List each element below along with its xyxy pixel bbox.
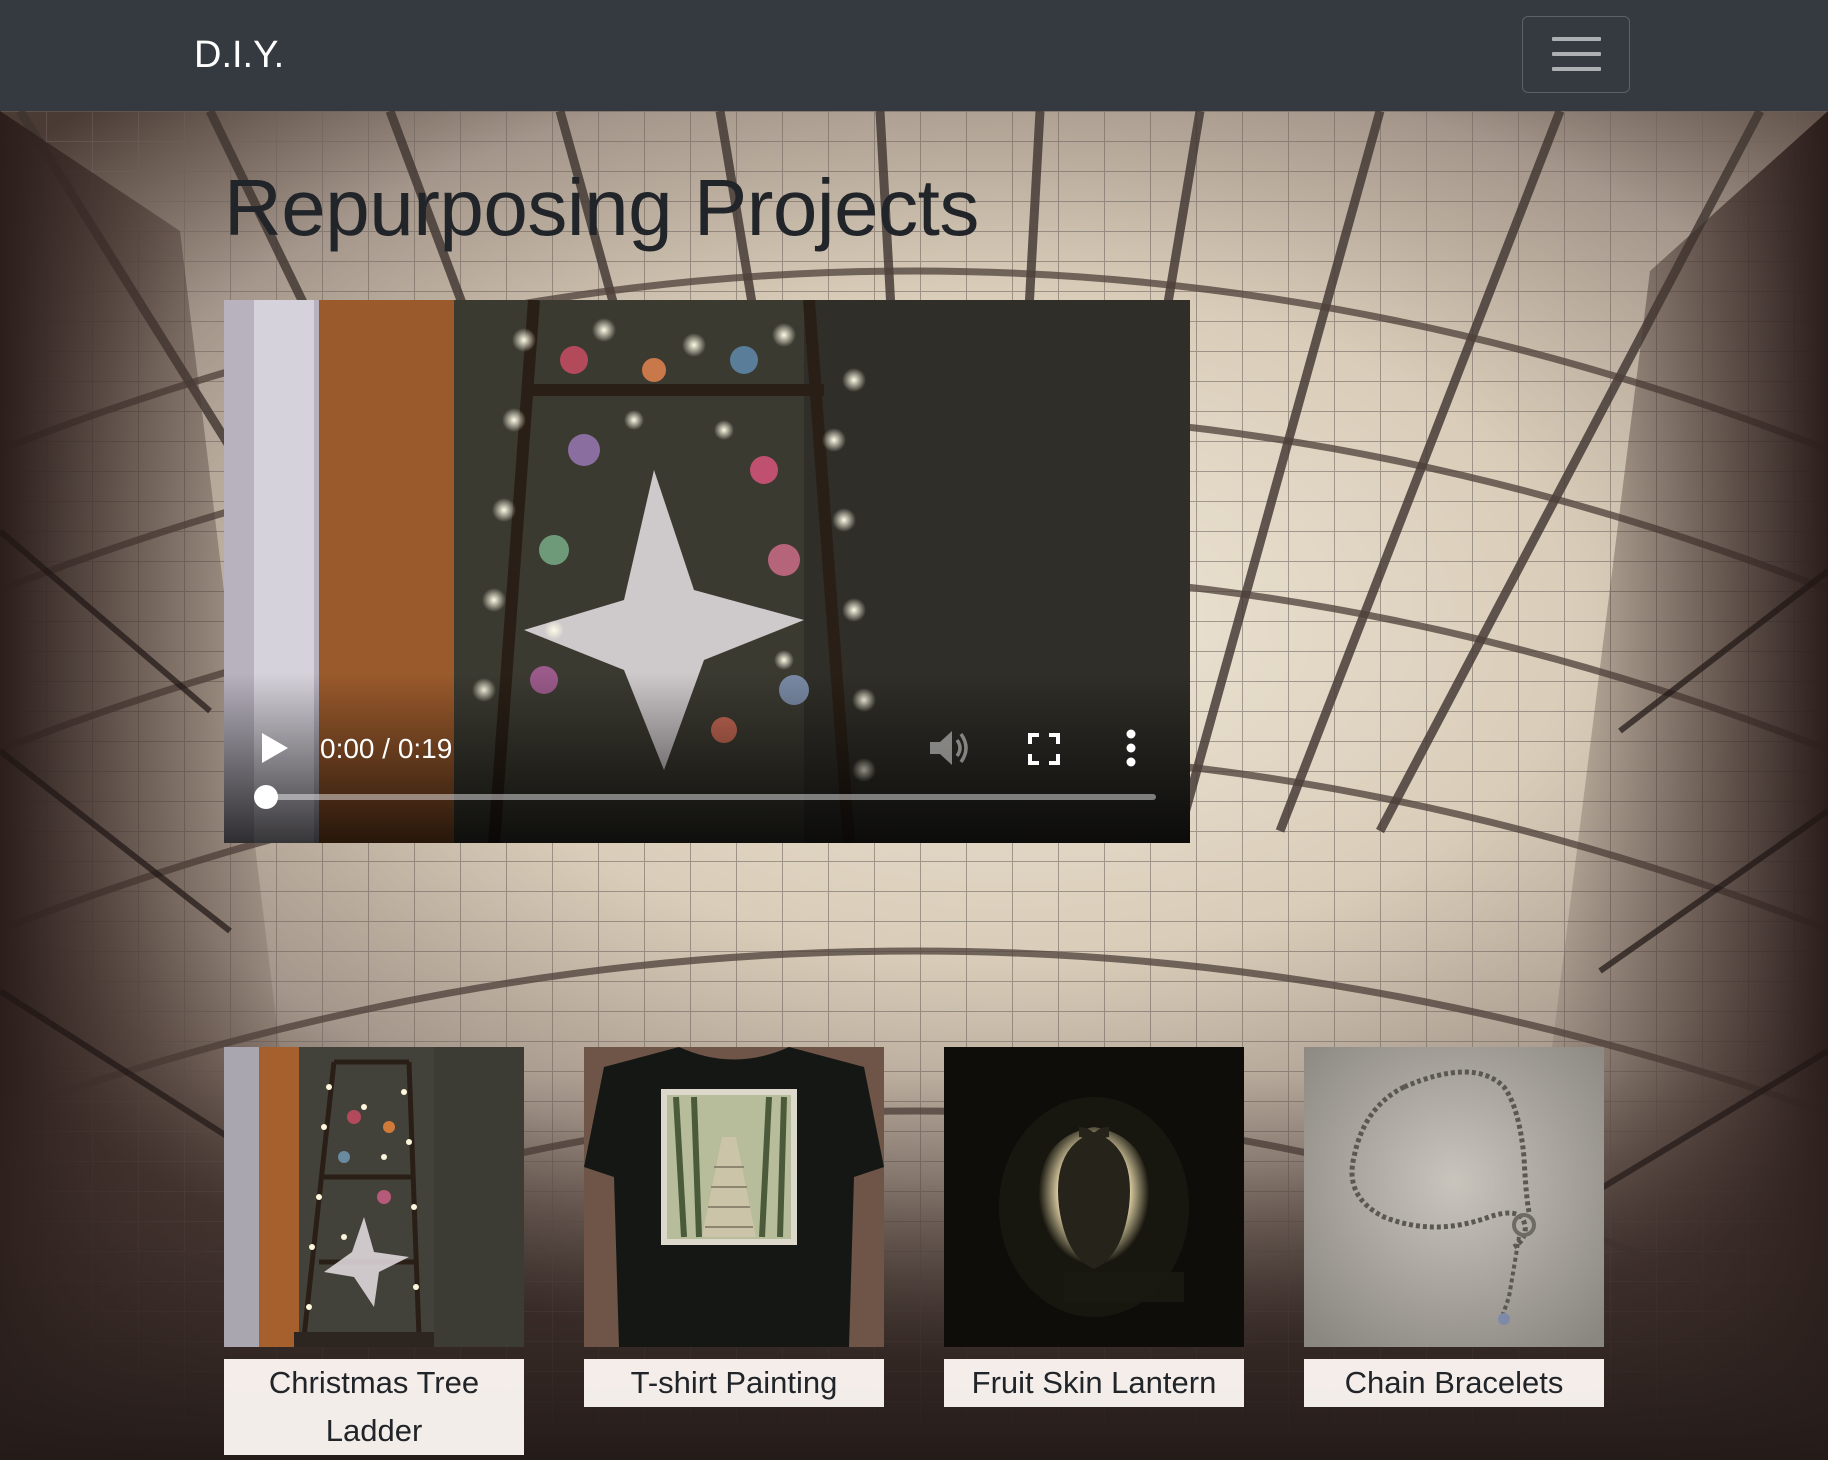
project-label: T-shirt Painting xyxy=(584,1359,884,1407)
fruit-skin-lantern-image xyxy=(944,1047,1244,1347)
video-time: 0:00 / 0:19 xyxy=(320,733,453,764)
video-progress-handle[interactable] xyxy=(254,785,278,809)
navbar: D.I.Y. xyxy=(0,0,1828,111)
video-player[interactable]: 0:00 / 0:19 xyxy=(224,300,1190,843)
project-label: Christmas Tree Ladder xyxy=(224,1359,524,1455)
more-options-icon[interactable] xyxy=(1124,728,1138,768)
navbar-toggle-button[interactable] xyxy=(1522,16,1630,93)
project-label: Fruit Skin Lantern xyxy=(944,1359,1244,1407)
volume-icon[interactable] xyxy=(928,728,970,768)
project-label: Chain Bracelets xyxy=(1304,1359,1604,1407)
page-title: Repurposing Projects xyxy=(224,163,979,252)
video-progress-bar[interactable] xyxy=(254,785,1156,809)
christmas-tree-ladder-image xyxy=(224,1047,524,1347)
project-card-fruit-skin-lantern[interactable]: Fruit Skin Lantern xyxy=(944,1047,1244,1407)
project-card-chain-bracelets[interactable]: Chain Bracelets xyxy=(1304,1047,1604,1407)
chain-bracelet-image xyxy=(1304,1047,1604,1347)
tshirt-painting-image xyxy=(584,1047,884,1347)
project-card-christmas-tree-ladder[interactable]: Christmas Tree Ladder xyxy=(224,1047,524,1455)
brand-link[interactable]: D.I.Y. xyxy=(194,34,285,76)
fullscreen-icon[interactable] xyxy=(1027,732,1061,766)
play-icon[interactable] xyxy=(256,730,292,766)
project-card-tshirt-painting[interactable]: T-shirt Painting xyxy=(584,1047,884,1407)
